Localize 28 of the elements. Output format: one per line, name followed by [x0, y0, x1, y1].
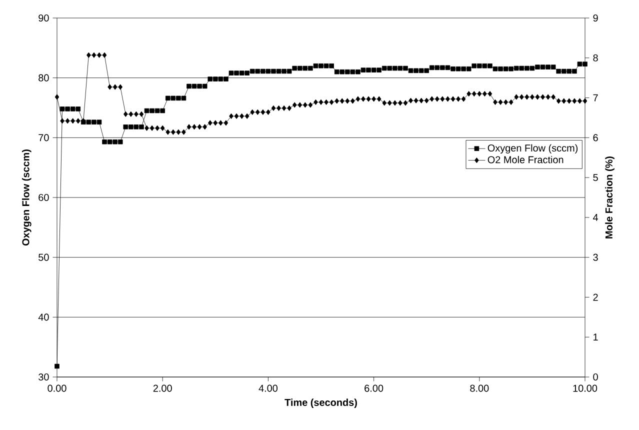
x-tick-label: 0.00 — [48, 384, 66, 392]
y2-tick-label: 0 — [593, 373, 598, 381]
y2-tick-label: 8 — [593, 54, 598, 62]
y2-tick-label: 6 — [593, 134, 598, 142]
x-tick-label: 8.00 — [470, 384, 489, 392]
legend-label: O2 Mole Fraction — [488, 156, 564, 164]
x-axis-title: Time (seconds) — [284, 398, 357, 408]
y-tick-label: 30 — [38, 373, 49, 381]
y2-tick-label: 1 — [594, 334, 598, 341]
y-tick-label: 40 — [38, 314, 49, 321]
y-tick-label: 60 — [38, 194, 49, 202]
x-tick-label: 10.00 — [573, 384, 598, 392]
y2-tick-label: 7 — [593, 94, 598, 102]
y-tick-label: 80 — [38, 74, 49, 82]
y2-tick-label: 4 — [593, 214, 598, 221]
x-tick-label: 4.00 — [258, 384, 278, 392]
y2-axis-title: Mole Fraction (%) — [605, 156, 614, 238]
y-tick-label: 90 — [38, 14, 49, 22]
legend-label: Oxygen Flow (sccm) — [488, 144, 578, 154]
y2-tick-label: 3 — [593, 254, 598, 261]
y-tick-label: 50 — [38, 254, 49, 261]
y-axis-title: Oxygen Flow (sccm) — [22, 150, 32, 246]
y2-tick-label: 5 — [593, 174, 598, 182]
y-tick-label: 70 — [38, 134, 49, 142]
x-tick-label: 6.00 — [364, 384, 384, 392]
x-tick-label: 2.00 — [153, 384, 172, 392]
y2-tick-label: 9 — [593, 14, 598, 22]
y2-tick-label: 2 — [593, 294, 598, 301]
